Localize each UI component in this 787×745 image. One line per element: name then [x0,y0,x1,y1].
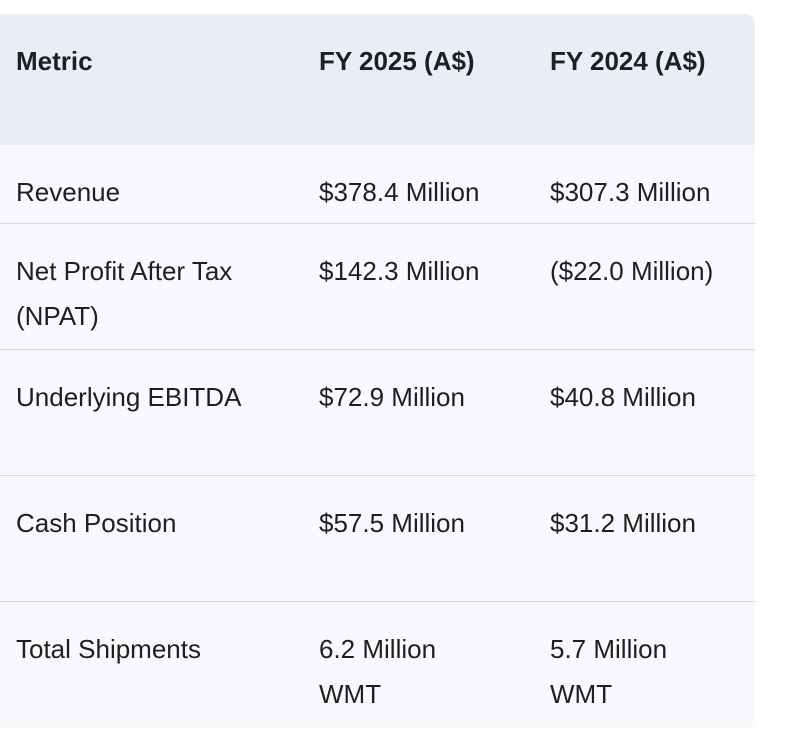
row-fy2025-value: $72.9 Million [319,382,465,412]
row-fy2024-value: 5.7 Million WMT [550,634,668,709]
row-fy2025-value: $142.3 Million [319,256,480,286]
row-fy2024-value: ($22.0 Million) [550,256,714,286]
row-fy2025-value: $378.4 Million [319,177,480,207]
row-metric-label: Revenue [16,177,121,207]
row-metric-label: Underlying EBITDA [16,382,242,412]
table-row-ebitda: Underlying EBITDA $72.9 Million $40.8 Mi… [0,349,755,475]
table-row-total-shipments: Total Shipments 6.2 Million WMT 5.7 Mill… [0,601,755,728]
row-metric-label: Cash Position [16,508,177,538]
header-metric: Metric [16,46,93,76]
header-fy2024: FY 2024 (A$) [550,46,706,76]
row-fy2025-value: 6.2 Million WMT [319,634,437,709]
row-fy2024-value: $40.8 Million [550,382,696,412]
table-body: Revenue $378.4 Million $307.3 Million Ne… [0,145,755,728]
row-metric-label: Total Shipments [16,634,201,664]
table-row-revenue: Revenue $378.4 Million $307.3 Million [0,145,755,223]
table-header-row: Metric FY 2025 (A$) FY 2024 (A$) [0,14,755,145]
header-fy2025: FY 2025 (A$) [319,46,475,76]
row-fy2025-value: $57.5 Million [319,508,465,538]
financial-metrics-table: Metric FY 2025 (A$) FY 2024 (A$) Revenue… [0,14,755,728]
row-metric-label: Net Profit After Tax (NPAT) [16,256,233,331]
row-fy2024-value: $307.3 Million [550,177,711,207]
table-row-npat: Net Profit After Tax (NPAT) $142.3 Milli… [0,223,755,349]
table-row-cash-position: Cash Position $57.5 Million $31.2 Millio… [0,475,755,601]
row-fy2024-value: $31.2 Million [550,508,696,538]
